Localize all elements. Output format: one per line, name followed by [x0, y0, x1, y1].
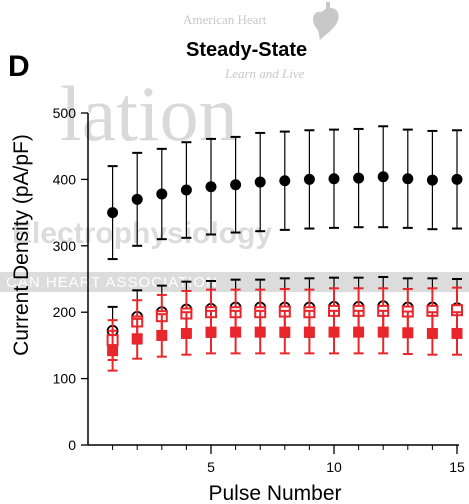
y-tick-label: 300: [53, 238, 77, 254]
watermark: American Heart Learn and Live lation Ele…: [0, 2, 469, 292]
data-point: [353, 172, 365, 184]
data-point: [451, 173, 463, 185]
chart-title: Steady-State: [186, 39, 307, 61]
data-point: [156, 188, 168, 200]
watermark-band: [0, 272, 469, 292]
data-point: [451, 327, 463, 339]
data-point: [230, 326, 242, 338]
y-tick-label: 500: [53, 105, 77, 121]
data-point: [107, 207, 119, 219]
y-axis-label: Current Density (pA/pF): [10, 134, 33, 356]
data-point: [377, 326, 389, 338]
data-point: [230, 179, 242, 191]
x-axis-label: Pulse Number: [208, 482, 341, 504]
data-point: [107, 345, 119, 357]
y-tick-label: 0: [68, 437, 76, 453]
watermark-org-name: American Heart: [183, 12, 267, 27]
data-point: [279, 175, 291, 187]
series-layer: [106, 125, 463, 372]
watermark-tagline: Learn and Live: [224, 66, 305, 81]
axes: 0 100 200 300 400 500 5 10 15: [53, 105, 465, 475]
data-point: [426, 174, 438, 186]
data-point: [377, 171, 389, 183]
watermark-subject: Electrophysiology: [12, 217, 272, 250]
x-tick-label: 5: [207, 459, 215, 475]
data-point: [279, 326, 291, 338]
x-tick-label: 10: [326, 459, 342, 475]
data-point: [353, 326, 365, 338]
watermark-band-text: CAN HEART ASSOCIATION: [6, 274, 218, 291]
data-point: [131, 333, 143, 345]
data-point: [303, 173, 315, 185]
watermark-journal: lation: [60, 70, 238, 157]
data-point: [303, 326, 315, 338]
data-point: [205, 181, 217, 193]
data-point: [328, 173, 340, 185]
data-point: [156, 329, 168, 341]
data-point: [402, 173, 414, 185]
y-tick-label: 200: [53, 304, 77, 320]
data-point: [328, 326, 340, 338]
data-point: [180, 184, 192, 196]
heart-torch-logo: [313, 2, 339, 41]
data-point: [402, 327, 414, 339]
series-filled-square: [107, 309, 463, 372]
data-point: [180, 327, 192, 339]
series-filled-circle: [107, 125, 463, 261]
data-point: [131, 193, 143, 205]
x-tick-label: 15: [449, 459, 465, 475]
panel-letter: D: [8, 50, 30, 83]
data-point: [254, 176, 266, 188]
y-tick-label: 400: [53, 171, 77, 187]
data-point: [205, 326, 217, 338]
y-tick-label: 100: [53, 371, 77, 387]
data-point: [254, 326, 266, 338]
data-point: [426, 327, 438, 339]
